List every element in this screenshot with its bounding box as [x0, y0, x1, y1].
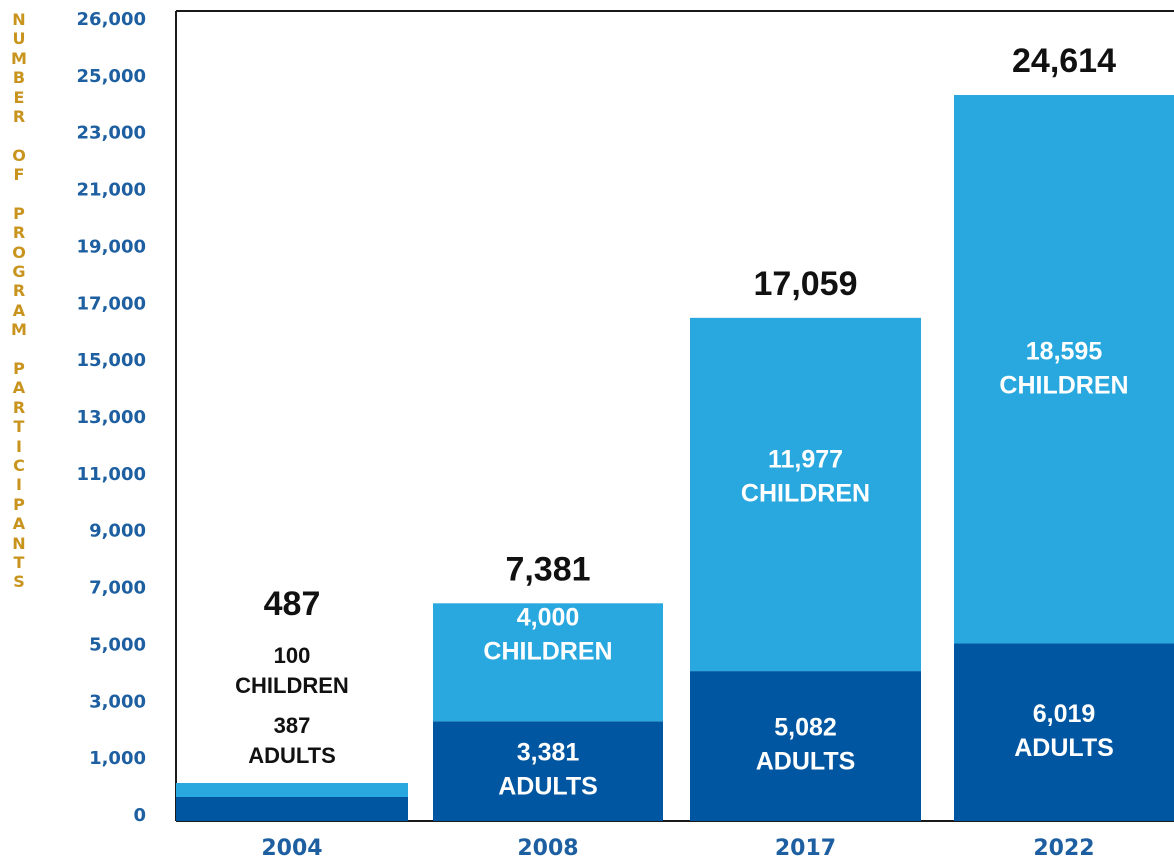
- y-axis-title-letter: C: [13, 455, 25, 475]
- children-label: CHILDREN: [741, 480, 870, 508]
- bar-adults-2004: [176, 797, 408, 821]
- y-axis-title-letter: M: [11, 320, 27, 340]
- adults-label: ADULTS: [498, 773, 598, 801]
- bar-children-2017: [690, 317, 921, 672]
- children-label: 18,595: [1026, 338, 1103, 366]
- y-tick-label: 23,000: [77, 123, 146, 144]
- children-label: 11,977: [768, 446, 843, 474]
- adults-label: ADULTS: [248, 743, 336, 768]
- y-axis-title-letter: F: [13, 165, 25, 185]
- y-axis-title-letter: A: [12, 300, 26, 320]
- y-tick-label: 0: [133, 805, 146, 826]
- x-tick-label: 2004: [261, 836, 322, 861]
- y-axis-title-letter: S: [13, 572, 25, 592]
- y-axis-title-letter: P: [13, 203, 25, 223]
- y-axis-title-letter: R: [12, 281, 26, 301]
- y-axis-title-letter: T: [13, 417, 25, 437]
- y-axis-title-letter: E: [13, 87, 25, 107]
- y-tick-label: 25,000: [77, 66, 146, 87]
- y-axis-title-letter: U: [12, 29, 26, 49]
- adults-label: 3,381: [517, 739, 580, 767]
- children-label: 4,000: [517, 604, 580, 632]
- bar-children-2004: [176, 783, 408, 797]
- x-tick-label: 2008: [517, 836, 578, 861]
- bar-adults-2022: [954, 643, 1174, 821]
- y-axis-title-letter: N: [12, 10, 26, 29]
- y-axis-title-letter: P: [13, 359, 25, 379]
- y-tick-label: 21,000: [77, 180, 146, 201]
- children-label: CHILDREN: [999, 372, 1128, 400]
- children-label: CHILDREN: [483, 638, 612, 666]
- y-axis-title-letter: O: [12, 145, 26, 165]
- adults-label: ADULTS: [756, 748, 856, 776]
- adults-label: 387: [274, 713, 311, 738]
- total-label: 17,059: [754, 265, 858, 303]
- y-axis-title-letter: O: [12, 242, 26, 262]
- bar-adults-2008: [433, 721, 663, 821]
- children-label: CHILDREN: [235, 673, 349, 698]
- total-label: 7,381: [505, 550, 590, 588]
- bar-children-2022: [954, 95, 1174, 644]
- y-tick-label: 13,000: [77, 407, 146, 428]
- y-axis-title-letter: R: [12, 223, 26, 243]
- y-axis-title-letter: B: [12, 68, 26, 88]
- x-tick-label: 2017: [775, 836, 836, 861]
- y-tick-label: 7,000: [89, 578, 146, 599]
- y-axis-title-letter: T: [13, 552, 25, 572]
- adults-label: 6,019: [1033, 700, 1096, 728]
- y-axis-title-letter: R: [12, 106, 26, 126]
- y-axis-title-letter: I: [16, 436, 22, 456]
- y-axis-title-letter: P: [13, 494, 25, 514]
- y-axis-title-letter: I: [16, 475, 22, 495]
- y-axis-title-letter: M: [11, 48, 27, 68]
- total-label: 24,614: [1012, 42, 1116, 80]
- children-label: 100: [274, 643, 311, 668]
- y-tick-label: 15,000: [77, 350, 146, 371]
- bar-children-2008: [433, 603, 663, 722]
- y-axis-title-letter: R: [12, 397, 26, 417]
- y-tick-label: 19,000: [77, 236, 146, 257]
- y-tick-label: 17,000: [77, 293, 146, 314]
- y-axis-title-letter: A: [12, 378, 26, 398]
- y-tick-label: 9,000: [89, 521, 146, 542]
- y-tick-label: 26,000: [77, 9, 146, 30]
- total-label: 487: [264, 585, 321, 623]
- y-tick-label: 1,000: [89, 748, 146, 769]
- bar-adults-2017: [690, 671, 921, 821]
- y-tick-label: 11,000: [77, 464, 146, 485]
- adults-label: 5,082: [774, 714, 837, 742]
- x-tick-label: 2022: [1033, 836, 1094, 861]
- y-axis-title-letter: A: [12, 514, 26, 534]
- y-tick-label: 5,000: [89, 634, 146, 655]
- adults-label: ADULTS: [1014, 734, 1114, 762]
- y-axis-title-letter: N: [12, 533, 26, 553]
- y-tick-label: 3,000: [89, 691, 146, 712]
- y-axis-title-letter: G: [12, 262, 26, 282]
